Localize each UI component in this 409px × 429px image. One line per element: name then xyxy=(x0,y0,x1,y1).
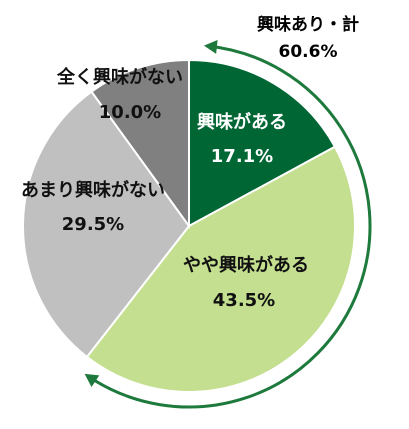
slice-label-not-interested: 全く興味がない xyxy=(56,66,183,88)
interest-total-arc xyxy=(87,44,372,409)
slice-not-very-interested xyxy=(22,90,191,359)
slice-value-interested: 17.1% xyxy=(211,146,273,167)
interest-total-title: 興味あり・計 xyxy=(257,14,359,35)
arrow-head-top-icon xyxy=(203,39,218,54)
slice-value-not-very-interested: 29.5% xyxy=(62,214,124,235)
slice-value-somewhat-interested: 43.5% xyxy=(213,290,275,311)
slice-value-not-interested: 10.0% xyxy=(99,102,161,123)
slice-interested xyxy=(188,58,337,228)
pie-slices xyxy=(22,58,356,393)
slice-label-somewhat-interested: やや興味がある xyxy=(183,254,309,276)
arrow-head-bottom-icon xyxy=(84,373,100,387)
slice-somewhat-interested xyxy=(85,145,356,393)
slice-label-not-very-interested: あまり興味がない xyxy=(21,179,165,201)
slice-not-interested xyxy=(90,58,190,230)
slice-label-interested: 興味がある xyxy=(197,111,287,133)
interest-total-value: 60.6% xyxy=(279,42,338,62)
